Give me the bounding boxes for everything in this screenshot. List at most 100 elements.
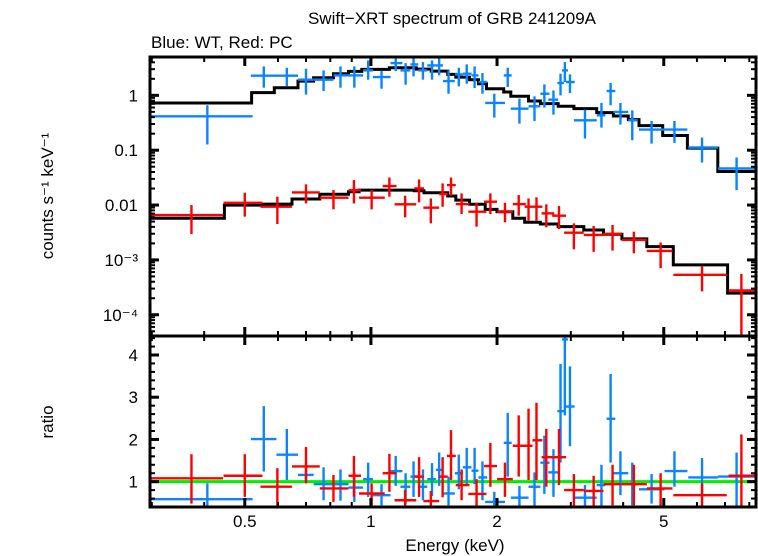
data-point-pc [603, 464, 622, 506]
y-tick-label: 1 [129, 473, 138, 492]
data-point-pc [512, 415, 526, 477]
y-tick-label: 0.01 [105, 196, 138, 215]
data-point-wt [596, 102, 606, 128]
data-point-wt [510, 98, 529, 124]
x-tick-label: 0.5 [233, 512, 257, 531]
data-point-pc [348, 455, 362, 497]
data-point-wt [410, 461, 419, 497]
data-point-pc [497, 202, 513, 223]
data-point-pc [382, 453, 397, 492]
panel-ratio [150, 336, 756, 507]
data-point-wt [313, 467, 334, 501]
data-point-wt [372, 484, 391, 506]
y-tick-label: 10⁻³ [104, 251, 138, 270]
data-point-wt [628, 110, 638, 141]
data-point-wt [717, 157, 756, 191]
data-point-wt [471, 447, 479, 485]
model-line-wt [150, 66, 756, 173]
data-point-pc [603, 224, 622, 251]
data-point-wt [471, 66, 479, 89]
data-point-pc [319, 190, 349, 210]
data-point-pc [291, 184, 320, 204]
x-tick-label: 2 [492, 512, 501, 531]
data-point-wt [442, 70, 455, 94]
data-point-wt [606, 82, 616, 106]
data-point-wt [348, 66, 364, 88]
data-point-wt [557, 73, 565, 96]
data-point-pc [524, 408, 533, 480]
data-point-pc [223, 454, 263, 497]
data-point-wt [363, 60, 373, 80]
data-point-pc [150, 454, 224, 504]
data-point-pc [541, 428, 555, 487]
data-point-pc [564, 474, 584, 507]
y-tick-label: 3 [129, 388, 138, 407]
data-point-wt [418, 62, 428, 80]
data-point-pc [673, 483, 727, 507]
data-point-pc [484, 442, 498, 487]
data-point-pc [728, 434, 756, 507]
data-point-wt [638, 120, 665, 144]
data-point-wt [150, 483, 253, 507]
panel-spectrum [150, 57, 756, 336]
y-tick-label: 2 [129, 430, 138, 449]
data-point-pc [532, 402, 543, 480]
data-point-pc [439, 457, 448, 498]
data-point-wt [462, 64, 472, 84]
data-point-pc [552, 206, 567, 229]
data-point-pc [583, 475, 604, 507]
data-point-pc [223, 192, 263, 217]
data-point-pc [348, 180, 362, 204]
data-point-pc [423, 198, 440, 224]
data-point-wt [150, 105, 253, 145]
data-point-wt [566, 366, 575, 447]
data-point-pc [446, 177, 456, 196]
data-point-pc [532, 197, 543, 221]
data-point-wt [613, 102, 629, 125]
x-axis-label: Energy (keV) [405, 536, 504, 555]
data-point-wt [390, 57, 403, 72]
data-point-pc [673, 265, 727, 292]
data-point-wt [540, 84, 550, 108]
data-point-wt [503, 412, 512, 477]
data-point-wt [510, 485, 529, 507]
data-point-wt [454, 67, 463, 87]
data-point-pc [439, 183, 448, 207]
data-point-pc [646, 242, 673, 269]
y-tick-label: 0.1 [114, 141, 138, 160]
data-point-pc [621, 464, 647, 506]
data-point-wt [435, 57, 443, 76]
data-point-pc [541, 204, 555, 228]
data-point-pc [468, 202, 487, 227]
data-point-wt [562, 336, 568, 416]
chart-subtitle: Blue: WT, Red: PC [151, 33, 293, 52]
data-point-wt [503, 67, 512, 87]
data-point-wt [372, 71, 391, 89]
data-point-wt [548, 90, 559, 115]
data-point-wt [485, 93, 505, 118]
y-axis-label-ratio: ratio [38, 405, 57, 438]
data-point-wt [664, 120, 688, 143]
data-point-wt [250, 406, 277, 472]
x-tick-label: 1 [366, 512, 375, 531]
data-point-wt [298, 68, 314, 95]
model-line-pc [150, 188, 756, 295]
data-point-pc [524, 198, 533, 221]
data-point-wt [250, 66, 277, 88]
data-point-pc [319, 474, 349, 502]
data-point-pc [455, 193, 470, 215]
data-point-wt [427, 60, 436, 80]
data-point-wt [485, 491, 505, 507]
data-point-wt [276, 67, 299, 87]
data-point-wt [606, 374, 616, 463]
data-point-wt [566, 74, 575, 94]
data-point-wt [573, 109, 597, 139]
panel-frame-ratio [148, 334, 758, 509]
data-point-pc [423, 490, 440, 507]
data-point-pc [583, 226, 604, 252]
data-point-pc [728, 273, 756, 336]
data-point-pc [621, 231, 647, 254]
data-point-wt [528, 472, 541, 507]
data-point-pc [382, 177, 397, 197]
